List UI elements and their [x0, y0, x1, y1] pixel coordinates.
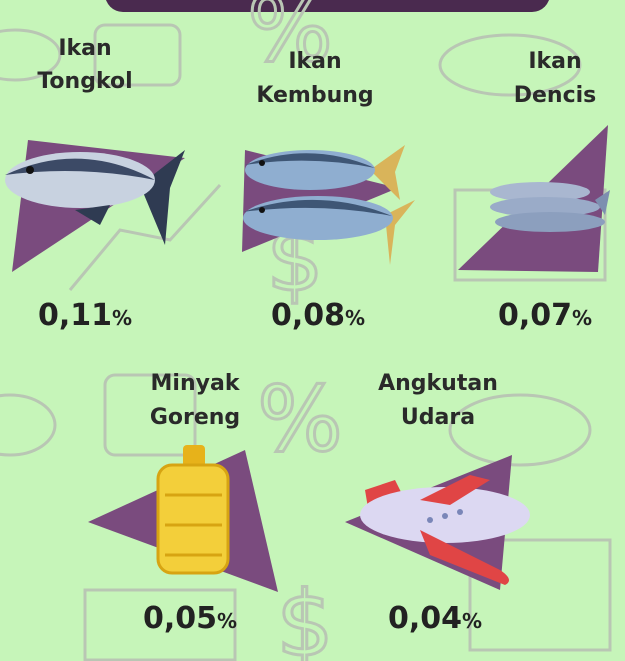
label: Kembung — [256, 83, 373, 108]
value-unit: % — [572, 306, 592, 330]
label: Angkutan — [378, 371, 498, 396]
label: Minyak — [151, 371, 241, 396]
value-number: 0,11 — [38, 298, 112, 333]
value-unit: % — [345, 306, 365, 330]
value-number: 0,07 — [498, 298, 572, 333]
value: 0,04% — [388, 601, 482, 636]
icon-minyak — [156, 445, 230, 575]
icon-pesawat — [360, 475, 530, 585]
value-number: 0,08 — [271, 298, 345, 333]
value-unit: % — [112, 306, 132, 330]
label: Dencis — [514, 83, 597, 108]
label: Goreng — [150, 405, 240, 430]
value: 0,05% — [143, 601, 237, 636]
label: Ikan — [528, 49, 581, 74]
svg-text:%: % — [247, 0, 333, 82]
value-number: 0,05 — [143, 601, 217, 636]
label: Udara — [401, 405, 475, 430]
label: Tongkol — [37, 69, 132, 94]
value-unit: % — [217, 609, 237, 633]
value-number: 0,04 — [388, 601, 462, 636]
label: Ikan — [58, 36, 111, 61]
value: 0,11% — [38, 298, 132, 333]
value-unit: % — [462, 609, 482, 633]
icon-dencis — [490, 182, 610, 232]
icon-tongkol — [5, 150, 185, 245]
value: 0,08% — [271, 298, 365, 333]
svg-text:%: % — [257, 367, 343, 472]
label: Ikan — [288, 49, 341, 74]
value: 0,07% — [498, 298, 592, 333]
svg-text:$: $ — [276, 572, 333, 661]
icon-kembung — [243, 145, 415, 265]
background-art: % $ % $ — [0, 0, 612, 661]
